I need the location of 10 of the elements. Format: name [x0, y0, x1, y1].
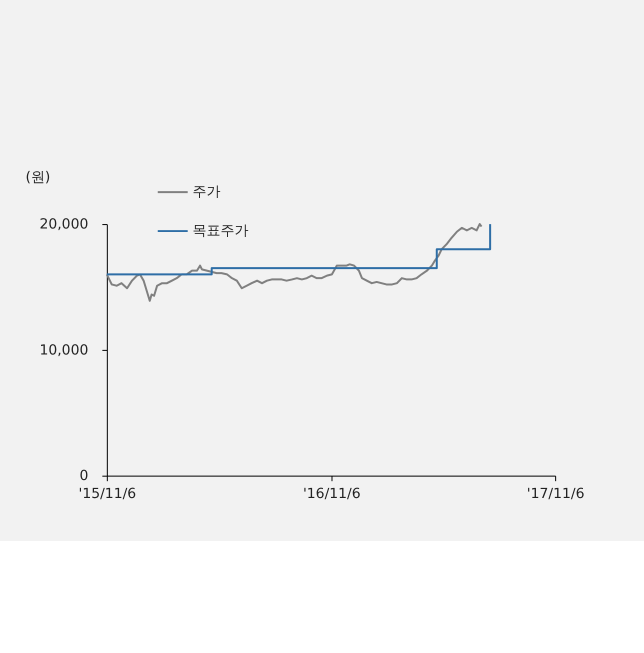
y-tick-label: 10,000: [39, 342, 88, 358]
line-series: [106, 223, 483, 302]
y-axis-title: (원): [25, 170, 50, 186]
x-tick-label: '16/11/6: [302, 486, 361, 502]
y-tick-label: 0: [79, 468, 88, 484]
y-tick-label: 20,000: [39, 216, 88, 233]
legend-label: 주가: [192, 184, 221, 200]
x-tick-label: '15/11/6: [78, 486, 136, 502]
x-tick-label: '17/11/6: [526, 486, 584, 502]
legend-label: 목표주가: [192, 223, 249, 240]
